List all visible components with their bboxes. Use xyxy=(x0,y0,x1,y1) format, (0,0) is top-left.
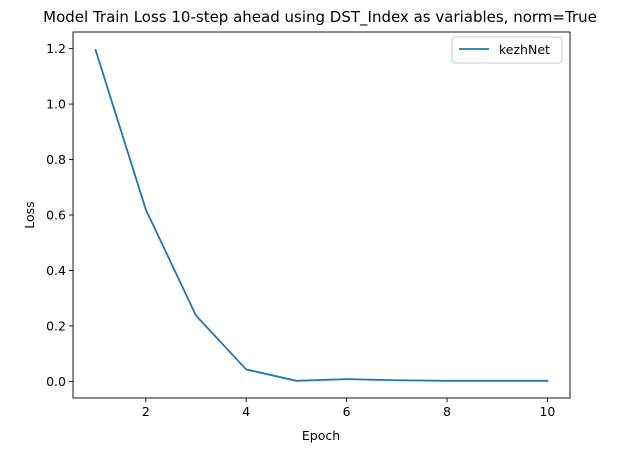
chart-title: Model Train Loss 10-step ahead using DST… xyxy=(43,8,597,27)
y-tick-label: 0.8 xyxy=(46,152,66,167)
x-tick-label: 8 xyxy=(443,404,451,419)
series-layer xyxy=(94,48,549,382)
x-axis-label: Epoch xyxy=(302,428,340,443)
plot-area xyxy=(73,32,570,398)
y-tick-label: 0.2 xyxy=(46,318,66,333)
y-axis-label: Loss xyxy=(22,201,37,228)
y-tick-label: 1.0 xyxy=(46,97,66,112)
x-tick-label: 2 xyxy=(142,404,150,419)
y-tick-label: 0.6 xyxy=(46,208,66,223)
y-tick-label: 1.2 xyxy=(46,41,66,56)
y-tick-label: 0.4 xyxy=(46,263,66,278)
x-tick-label: 6 xyxy=(343,404,351,419)
legend-box xyxy=(451,36,563,64)
legend-label-kezhnet: kezhNet xyxy=(499,42,550,57)
x-tick-label: 10 xyxy=(539,404,555,419)
series-line-kezhnet xyxy=(94,48,549,382)
plot-frame xyxy=(72,31,571,399)
axis-ticks: 2 4 6 8 10 0.0 0.2 0.4 0.6 0.8 1.0 1.2 xyxy=(46,41,555,419)
legend: kezhNet xyxy=(451,36,563,64)
x-tick-label: 4 xyxy=(242,404,250,419)
y-tick-label: 0.0 xyxy=(46,374,66,389)
